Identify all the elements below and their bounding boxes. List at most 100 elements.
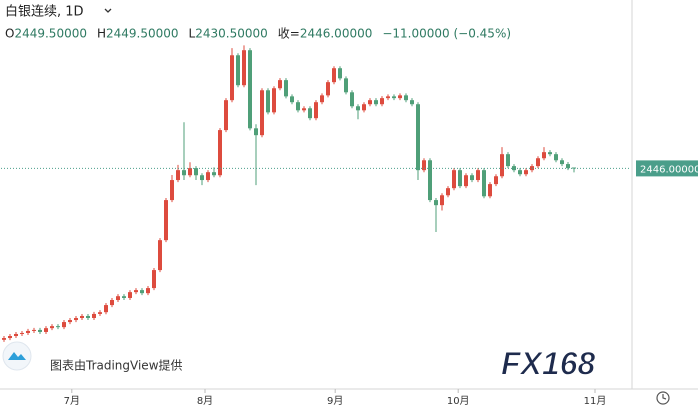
candle-body	[398, 95, 402, 99]
candle-body	[86, 315, 90, 319]
legend-value: 2446.00000	[300, 27, 373, 41]
candle-body	[80, 315, 84, 319]
candle-body	[14, 333, 18, 337]
watermark-icon-shape	[8, 352, 26, 360]
dropdown-chevron	[104, 8, 112, 13]
candle-body	[404, 95, 408, 101]
candle-body	[266, 90, 270, 113]
watermark-text: 图表由TradingView提供	[50, 358, 183, 373]
candle-body	[44, 328, 48, 332]
watermark: 图表由TradingView提供	[2, 341, 183, 373]
candle-body	[296, 102, 300, 111]
timezone-icon	[656, 391, 670, 405]
candle-body	[116, 296, 120, 301]
candle-body	[542, 152, 546, 159]
candle-body	[224, 100, 228, 131]
clock-face	[656, 391, 670, 405]
legend-value: 2430.50000	[195, 27, 268, 41]
candle-body	[236, 55, 240, 86]
candle-body	[254, 128, 258, 136]
candle-body	[554, 154, 558, 161]
candle-body	[476, 170, 480, 181]
candle-body	[242, 50, 246, 86]
candle-body	[428, 160, 432, 201]
candle-body	[158, 240, 162, 271]
candle-body	[344, 78, 348, 93]
candle-body	[146, 288, 150, 294]
candle-body	[452, 170, 456, 189]
candle-body	[458, 170, 462, 187]
legend-key: 收=	[278, 27, 300, 41]
candle-body	[302, 108, 306, 111]
candle-body	[134, 290, 138, 293]
candle-body	[278, 80, 282, 89]
candle-body	[422, 160, 426, 171]
candle-body	[332, 68, 336, 83]
candle-body	[2, 338, 6, 340]
candle-body	[314, 102, 318, 119]
candle-body	[206, 172, 210, 181]
legend-value: 2449.50000	[14, 27, 87, 41]
candle-body	[494, 176, 498, 185]
candle-body	[260, 90, 264, 136]
x-tick-label: 8月	[197, 395, 213, 407]
candle-body	[434, 200, 438, 206]
candle-body	[272, 88, 276, 113]
candle-body	[164, 200, 168, 241]
symbol-title: 白银连续, 1D	[5, 4, 84, 20]
candle-body	[380, 98, 384, 105]
candle-body	[356, 106, 360, 111]
candle-body	[20, 332, 24, 334]
candle-body	[362, 104, 366, 111]
candle-body	[50, 326, 54, 329]
candle-body	[170, 180, 174, 201]
candle-body	[338, 68, 342, 79]
candle-body	[188, 168, 192, 176]
x-tick-label: 9月	[327, 395, 343, 407]
candle-body	[38, 329, 42, 332]
candle-body	[488, 184, 492, 197]
candle-body	[182, 170, 186, 176]
candle-body	[446, 188, 450, 196]
legend-key: L	[189, 27, 196, 41]
candle-body	[308, 108, 312, 119]
candle-body	[62, 322, 66, 328]
candle-body	[32, 329, 36, 331]
candle-body	[506, 154, 510, 167]
candle-body	[290, 96, 294, 103]
candle-body	[368, 100, 372, 105]
plot-area	[1, 45, 631, 342]
candle-body	[320, 95, 324, 103]
candle-body	[128, 292, 132, 298]
candle-body	[212, 172, 216, 176]
candle-body	[218, 130, 222, 176]
last-price-box	[636, 160, 698, 177]
legend-key: O	[5, 27, 14, 41]
candle-body	[122, 296, 126, 298]
legend-change: −11.00000 (−0.45%)	[382, 27, 511, 41]
candle-body	[464, 175, 468, 187]
last-price-label: 2446.00000	[640, 164, 698, 175]
candle-body	[74, 318, 78, 321]
candle-body	[194, 168, 198, 176]
candle-body	[92, 313, 96, 319]
candle-body	[230, 55, 234, 101]
candle-body	[56, 326, 60, 328]
candle-body	[500, 154, 504, 177]
ohlc-legend: O 2449.50000 H 2449.50000 L 2430.50000 收= 2446.…	[5, 27, 511, 41]
candle-body	[176, 170, 180, 181]
clock-hands	[662, 394, 667, 400]
candle-body	[482, 170, 486, 197]
candle-body	[524, 170, 528, 175]
candle-body	[560, 160, 564, 165]
candle-body	[26, 330, 30, 333]
candle-body	[8, 336, 12, 339]
candle-body	[110, 300, 114, 306]
candle-body	[392, 96, 396, 99]
candle-body	[440, 195, 444, 206]
x-tick-label: 7月	[64, 395, 80, 407]
candle-body	[536, 158, 540, 167]
x-tick-label: 11月	[584, 395, 607, 407]
